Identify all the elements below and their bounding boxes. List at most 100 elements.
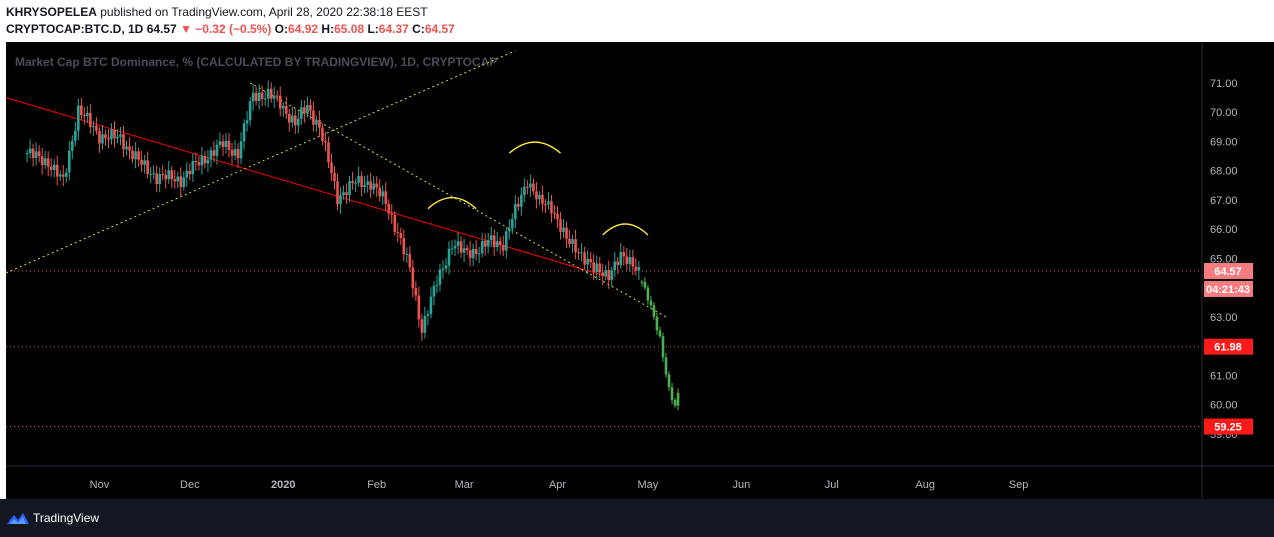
candle bbox=[625, 256, 629, 264]
candle bbox=[580, 252, 583, 254]
candle bbox=[155, 173, 158, 185]
candle bbox=[107, 138, 110, 140]
candle bbox=[438, 269, 442, 285]
projection-candle bbox=[643, 281, 647, 288]
candle bbox=[218, 141, 222, 145]
projection-candle bbox=[673, 399, 677, 406]
candle bbox=[501, 244, 505, 251]
candle bbox=[43, 158, 47, 166]
candle bbox=[507, 228, 511, 232]
candle bbox=[583, 252, 586, 265]
candle bbox=[110, 129, 113, 140]
candle bbox=[408, 253, 412, 268]
candle bbox=[227, 140, 231, 150]
candle bbox=[357, 175, 360, 183]
y-tick-label: 67.00 bbox=[1210, 195, 1238, 207]
candle bbox=[532, 183, 535, 192]
candle bbox=[254, 92, 258, 101]
price-label-box bbox=[1204, 280, 1253, 297]
candle bbox=[514, 203, 517, 219]
candle bbox=[544, 203, 547, 205]
candle bbox=[547, 201, 550, 205]
price-label-text: 61.98 bbox=[1214, 342, 1242, 354]
candle bbox=[242, 123, 246, 142]
candle bbox=[405, 253, 409, 255]
candle bbox=[40, 156, 44, 166]
candle bbox=[571, 239, 574, 244]
dotted-trendline bbox=[6, 50, 516, 274]
candle bbox=[146, 160, 149, 174]
candle bbox=[595, 263, 598, 272]
candle bbox=[634, 266, 638, 271]
candle bbox=[589, 258, 592, 263]
tradingview-brand[interactable]: TradingView bbox=[33, 511, 100, 525]
candle bbox=[613, 261, 617, 271]
candle bbox=[28, 148, 32, 154]
candle bbox=[471, 248, 475, 259]
candle bbox=[152, 173, 155, 175]
candle bbox=[122, 134, 125, 150]
candle bbox=[511, 218, 514, 229]
candle bbox=[98, 130, 101, 144]
candle bbox=[520, 195, 523, 207]
price-chart[interactable]: Market Cap BTC Dominance, % (CALCULATED … bbox=[6, 42, 1274, 499]
projection-candle bbox=[676, 393, 680, 406]
candle bbox=[294, 115, 297, 126]
candle bbox=[474, 248, 478, 255]
candle bbox=[375, 183, 378, 188]
descending-trendline bbox=[6, 97, 615, 280]
candle bbox=[456, 241, 460, 246]
publisher-name[interactable]: KHRYSOPELEA bbox=[6, 5, 97, 19]
candle bbox=[58, 174, 62, 177]
candle bbox=[191, 160, 195, 175]
candle bbox=[489, 235, 493, 240]
candle bbox=[339, 195, 342, 205]
symbol-name[interactable]: CRYPTOCAP:BTC.D, 1D bbox=[6, 22, 144, 36]
candle bbox=[167, 170, 171, 180]
candle bbox=[381, 191, 385, 197]
candle bbox=[128, 146, 131, 151]
candle bbox=[321, 127, 324, 141]
last-price: 64.57 bbox=[146, 22, 177, 36]
x-tick-label: Mar bbox=[455, 479, 474, 491]
tradingview-logo-icon[interactable] bbox=[6, 510, 30, 526]
pattern-arc bbox=[427, 196, 477, 210]
candle bbox=[275, 95, 279, 97]
x-tick-label: Apr bbox=[549, 479, 566, 491]
candle bbox=[538, 194, 541, 200]
x-tick-label: Sep bbox=[1009, 479, 1029, 491]
candle bbox=[206, 159, 210, 164]
projection-candle bbox=[664, 357, 668, 375]
price-label-text: 64.57 bbox=[1214, 266, 1242, 278]
candle bbox=[266, 88, 270, 99]
y-tick-label: 61.00 bbox=[1210, 370, 1238, 382]
candle bbox=[185, 170, 189, 178]
x-tick-label: Jul bbox=[825, 479, 839, 491]
candle bbox=[221, 141, 225, 147]
publisher-line: KHRYSOPELEA published on TradingView.com… bbox=[6, 5, 428, 19]
candle bbox=[306, 105, 309, 114]
publish-header: KHRYSOPELEA published on TradingView.com… bbox=[0, 0, 1274, 42]
candle bbox=[577, 252, 580, 254]
projection-candle bbox=[667, 374, 671, 388]
candle bbox=[248, 101, 252, 121]
candle bbox=[363, 184, 366, 188]
candle bbox=[565, 227, 568, 239]
candle bbox=[447, 248, 451, 266]
candle bbox=[480, 241, 484, 254]
x-tick-label: 2020 bbox=[271, 479, 295, 491]
y-tick-label: 70.00 bbox=[1210, 107, 1238, 119]
candle bbox=[486, 239, 490, 247]
candle bbox=[116, 136, 119, 139]
candle bbox=[291, 115, 294, 123]
candle bbox=[149, 173, 152, 175]
candle bbox=[604, 270, 608, 276]
candle bbox=[372, 183, 375, 190]
candle bbox=[257, 92, 261, 101]
y-tick-label: 68.00 bbox=[1210, 166, 1238, 178]
chart-frame[interactable]: Market Cap BTC Dominance, % (CALCULATED … bbox=[6, 42, 1274, 499]
candle bbox=[556, 213, 559, 220]
pattern-arc bbox=[602, 223, 649, 236]
candle bbox=[230, 149, 234, 156]
candle bbox=[553, 213, 556, 215]
